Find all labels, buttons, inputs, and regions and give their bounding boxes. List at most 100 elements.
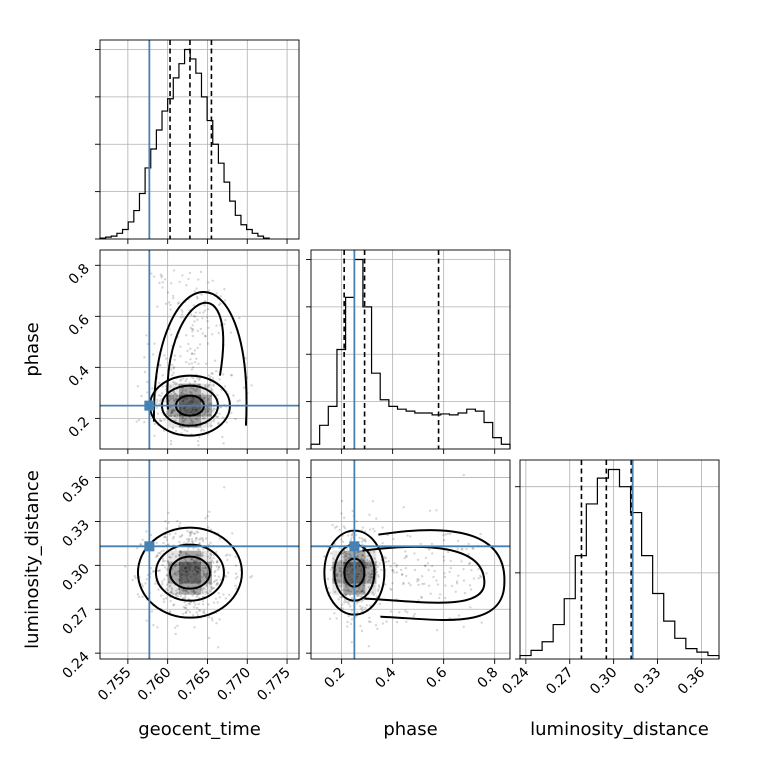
scatter-point [201, 537, 204, 540]
scatter-point [392, 537, 395, 541]
scatter-point [211, 279, 214, 282]
scatter-point [161, 286, 164, 289]
scatter-point [196, 439, 200, 443]
scatter-point [457, 574, 460, 577]
scatter-point [199, 327, 203, 331]
scatter-point [345, 600, 348, 603]
scatter-point [350, 618, 354, 621]
scatter-point [195, 530, 198, 533]
scatter-point [196, 547, 199, 551]
density-cell [167, 405, 179, 417]
scatter-point [349, 622, 353, 626]
scatter-point [163, 559, 166, 563]
scatter-point [158, 419, 161, 422]
scatter-point [238, 316, 241, 320]
y-tick-label: 0.36 [59, 473, 92, 506]
scatter-point [234, 417, 237, 421]
scatter-point [200, 428, 203, 431]
scatter-point [195, 287, 198, 290]
scatter-point [471, 546, 474, 550]
scatter-point [159, 394, 162, 397]
scatter-point [212, 561, 215, 564]
scatter-point [378, 585, 381, 589]
scatter-point [210, 565, 213, 569]
scatter-point [152, 570, 155, 573]
scatter-point [185, 604, 188, 607]
scatter-point [398, 611, 401, 614]
scatter-point [339, 570, 342, 573]
scatter-point [436, 629, 439, 632]
scatter-point [182, 542, 186, 545]
scatter-point [166, 412, 169, 415]
scatter-point [181, 419, 184, 423]
scatter-point [175, 591, 179, 595]
scatter-point [361, 554, 365, 557]
scatter-point [215, 370, 218, 373]
scatter-point [216, 582, 219, 585]
scatter-point [468, 562, 471, 566]
scatter-point [200, 293, 203, 296]
scatter-point [144, 582, 147, 585]
scatter-point [188, 531, 192, 534]
scatter-point [385, 620, 388, 623]
scatter-point [150, 272, 153, 275]
scatter-point [169, 411, 173, 414]
contour [154, 543, 225, 602]
scatter-point [191, 541, 194, 544]
scatter-point [345, 593, 348, 597]
scatter-point [160, 550, 163, 553]
scatter-point [216, 394, 219, 397]
scatter-point [196, 376, 199, 380]
scatter-point [355, 533, 358, 537]
scatter-point [159, 273, 163, 276]
scatter-point [209, 375, 212, 379]
scatter-point [351, 509, 354, 513]
scatter-point [169, 385, 172, 388]
scatter-point [191, 558, 194, 561]
scatter-point [363, 559, 366, 562]
scatter-point [361, 606, 364, 609]
scatter-point [166, 583, 169, 586]
scatter-point [479, 576, 483, 579]
scatter-point [175, 589, 178, 592]
scatter-point [449, 532, 452, 536]
scatter-point [446, 550, 450, 554]
density-cell [332, 561, 344, 573]
histogram-luminosity-distance: 0.24 0.27 0.30 0.33 0.36 [499, 459, 720, 698]
scatter-point [189, 558, 192, 561]
scatter-point [230, 411, 233, 415]
x-tick-label: 0.755 [95, 665, 135, 705]
scatter-point [446, 532, 449, 535]
scatter-point [217, 303, 221, 306]
scatter-point [155, 406, 158, 409]
scatter-point [176, 519, 179, 523]
scatter-point [156, 401, 159, 404]
scatter-point [184, 610, 188, 614]
scatter-point [172, 367, 175, 370]
scatter-point [329, 568, 332, 572]
scatter-point [163, 418, 166, 422]
scatter-point [209, 394, 213, 398]
scatter-point [211, 410, 214, 413]
scatter-point [164, 597, 168, 600]
scatter-point [355, 590, 359, 593]
scatter-point [377, 588, 380, 591]
scatter-point [174, 626, 177, 629]
scatter-point [173, 573, 176, 576]
scatter-point [406, 534, 409, 537]
scatter-point [350, 641, 353, 644]
scatter-point [342, 551, 345, 555]
scatter-point [190, 557, 194, 561]
scatter-point [333, 612, 336, 615]
scatter-point [167, 511, 170, 515]
scatter-point [462, 473, 465, 477]
scatter-point [186, 548, 190, 551]
density-cell [189, 583, 201, 595]
scatter-point [455, 582, 459, 585]
scatter-point [368, 513, 371, 516]
scatter-point [172, 371, 175, 374]
scatter-point [335, 617, 338, 620]
scatter-point [467, 542, 470, 546]
scatter-point [201, 603, 205, 606]
scatter-point [356, 590, 359, 593]
